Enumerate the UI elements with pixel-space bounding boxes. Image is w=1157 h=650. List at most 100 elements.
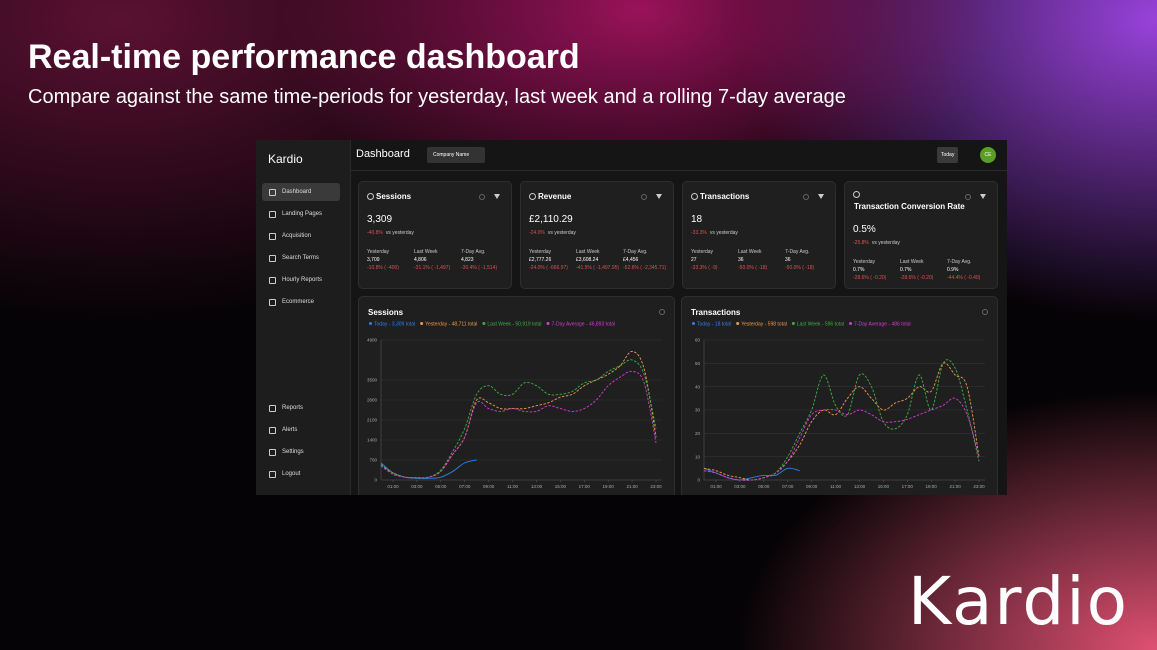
stat-value: 4,823: [461, 257, 474, 263]
stat-value: 0.9%: [947, 267, 959, 273]
legend-label: 7-Day Average - 486 total: [854, 322, 911, 328]
nav-icon: [269, 449, 276, 456]
change-value: -40.8%: [367, 230, 383, 236]
kpi-card: Sessions 3,309 -40.8% vs yesterday Yesterday…: [358, 181, 512, 289]
card-title: Revenue: [538, 192, 572, 201]
chart-menu[interactable]: [659, 309, 665, 315]
card-menu[interactable]: [641, 194, 647, 200]
stat: Last Week 0.7% -28.6% ( -0.20): [900, 259, 933, 283]
x-tick-label: 21:00: [626, 484, 638, 489]
stat-label: Yesterday: [853, 259, 876, 265]
nav-item[interactable]: Alerts: [262, 421, 340, 439]
legend-dot: [546, 322, 550, 325]
card-title: Transactions: [700, 192, 750, 201]
card-menu[interactable]: [803, 194, 809, 200]
nav-label: Dashboard: [282, 189, 312, 195]
stat: Last Week 36 -50.0% ( -18): [738, 249, 767, 273]
nav-label: Logout: [282, 471, 301, 477]
nav-icon: [269, 299, 276, 306]
stat-label: 7-Day Avg.: [785, 249, 810, 255]
stat-value: 4,806: [414, 257, 427, 263]
stat-label: Yesterday: [691, 249, 714, 255]
x-tick-label: 09:00: [483, 484, 495, 489]
stat-value: £3,608.24: [576, 257, 599, 263]
card-change: -33.3% vs yesterday: [691, 230, 738, 236]
x-tick-label: 03:00: [734, 484, 746, 489]
nav-item[interactable]: Dashboard: [262, 183, 340, 201]
stat-label: Yesterday: [529, 249, 552, 255]
stat: 7-Day Avg. £4,456 -52.6% ( -2,345.71): [623, 249, 666, 273]
nav-icon: [269, 211, 276, 218]
date-button[interactable]: Today: [937, 147, 959, 163]
card-icon: [691, 193, 698, 200]
nav-item[interactable]: Landing Pages: [262, 205, 340, 223]
sidebar: Kardio Dashboard Landing Pages Acquisition…: [256, 140, 351, 495]
x-tick-label: 07:00: [782, 484, 794, 489]
nav-label: Search Terms: [282, 255, 319, 261]
nav-item[interactable]: Ecommerce: [262, 293, 340, 311]
dashboard-screenshot: Kardio Dashboard Landing Pages Acquisition…: [256, 140, 1007, 495]
x-tick-label: 05:00: [435, 484, 447, 489]
nav-item[interactable]: Search Terms: [262, 249, 340, 267]
nav-item[interactable]: Reports: [262, 399, 340, 417]
stat-value: 36: [738, 257, 744, 263]
x-tick-label: 01:00: [387, 484, 399, 489]
nav-icon: [269, 189, 276, 196]
chart-menu[interactable]: [982, 309, 988, 315]
chart-panel: Transactions Today - 18 total Yesterday - …: [681, 296, 998, 495]
legend-label: Last Week - 50,919 total: [487, 322, 541, 328]
x-tick-label: 15:00: [878, 484, 890, 489]
nav-item[interactable]: Settings: [262, 443, 340, 461]
kpi-card: Transaction Conversion Rate 0.5% -25.8% vs …: [844, 181, 998, 289]
stat-label: 7-Day Avg.: [623, 249, 648, 255]
nav-icon: [269, 405, 276, 412]
chart-title: Transactions: [691, 308, 741, 317]
card-filter[interactable]: [494, 194, 500, 199]
change-note: vs yesterday: [385, 230, 414, 236]
card-menu[interactable]: [965, 194, 971, 200]
chart-title: Sessions: [368, 308, 404, 317]
stat-value: 3,709: [367, 257, 380, 263]
series-line: [703, 362, 980, 481]
card-value: 3,309: [367, 214, 393, 225]
stat-label: Last Week: [414, 249, 438, 255]
nav-icon: [269, 427, 276, 434]
y-tick-label: 60: [695, 338, 701, 343]
card-filter[interactable]: [818, 194, 824, 199]
card-menu[interactable]: [479, 194, 485, 200]
x-tick-label: 19:00: [926, 484, 938, 489]
legend-dot: [420, 322, 424, 325]
series-line: [703, 359, 980, 481]
legend-dot: [791, 322, 795, 325]
card-title: Transaction Conversion Rate: [854, 202, 965, 211]
change-value: -24.0%: [529, 230, 545, 236]
stat-change: -52.6% ( -2,345.71): [623, 265, 667, 271]
stat: Yesterday 0.7% -28.6% ( -0.20): [853, 259, 886, 283]
card-title: Sessions: [376, 192, 412, 201]
avatar[interactable]: CE: [980, 147, 996, 163]
nav-item[interactable]: Logout: [262, 465, 340, 483]
stat-change: -24.0% ( -666.97): [529, 265, 568, 271]
kpi-card: Transactions 18 -33.3% vs yesterday Yesterda…: [682, 181, 836, 289]
stat-change: -33.3% ( -9): [691, 265, 718, 271]
legend-dot: [369, 322, 372, 325]
stat-change: -50.0% ( -18): [738, 265, 768, 271]
nav-label: Hourly Reports: [282, 277, 323, 283]
card-filter[interactable]: [656, 194, 662, 199]
legend-dot: [692, 322, 695, 325]
legend-label: Last Week - 596 total: [797, 322, 844, 328]
card-filter[interactable]: [980, 194, 986, 199]
y-tick-label: 30: [695, 408, 701, 413]
stat-change: -10.8% ( -400): [367, 265, 399, 271]
x-tick-label: 11:00: [830, 484, 841, 489]
nav-label: Reports: [282, 405, 304, 411]
card-value: 0.5%: [853, 224, 876, 235]
stat: Last Week £3,608.24 -41.5% ( -1,497.95): [576, 249, 619, 273]
stat: Yesterday £2,777.26 -24.0% ( -666.97): [529, 249, 568, 273]
stat-change: -41.5% ( -1,497.95): [576, 265, 620, 271]
company-select[interactable]: Company Name: [427, 147, 486, 163]
nav-item[interactable]: Acquisition: [262, 227, 340, 245]
nav-item[interactable]: Hourly Reports: [262, 271, 340, 289]
card-value: 18: [691, 214, 703, 225]
